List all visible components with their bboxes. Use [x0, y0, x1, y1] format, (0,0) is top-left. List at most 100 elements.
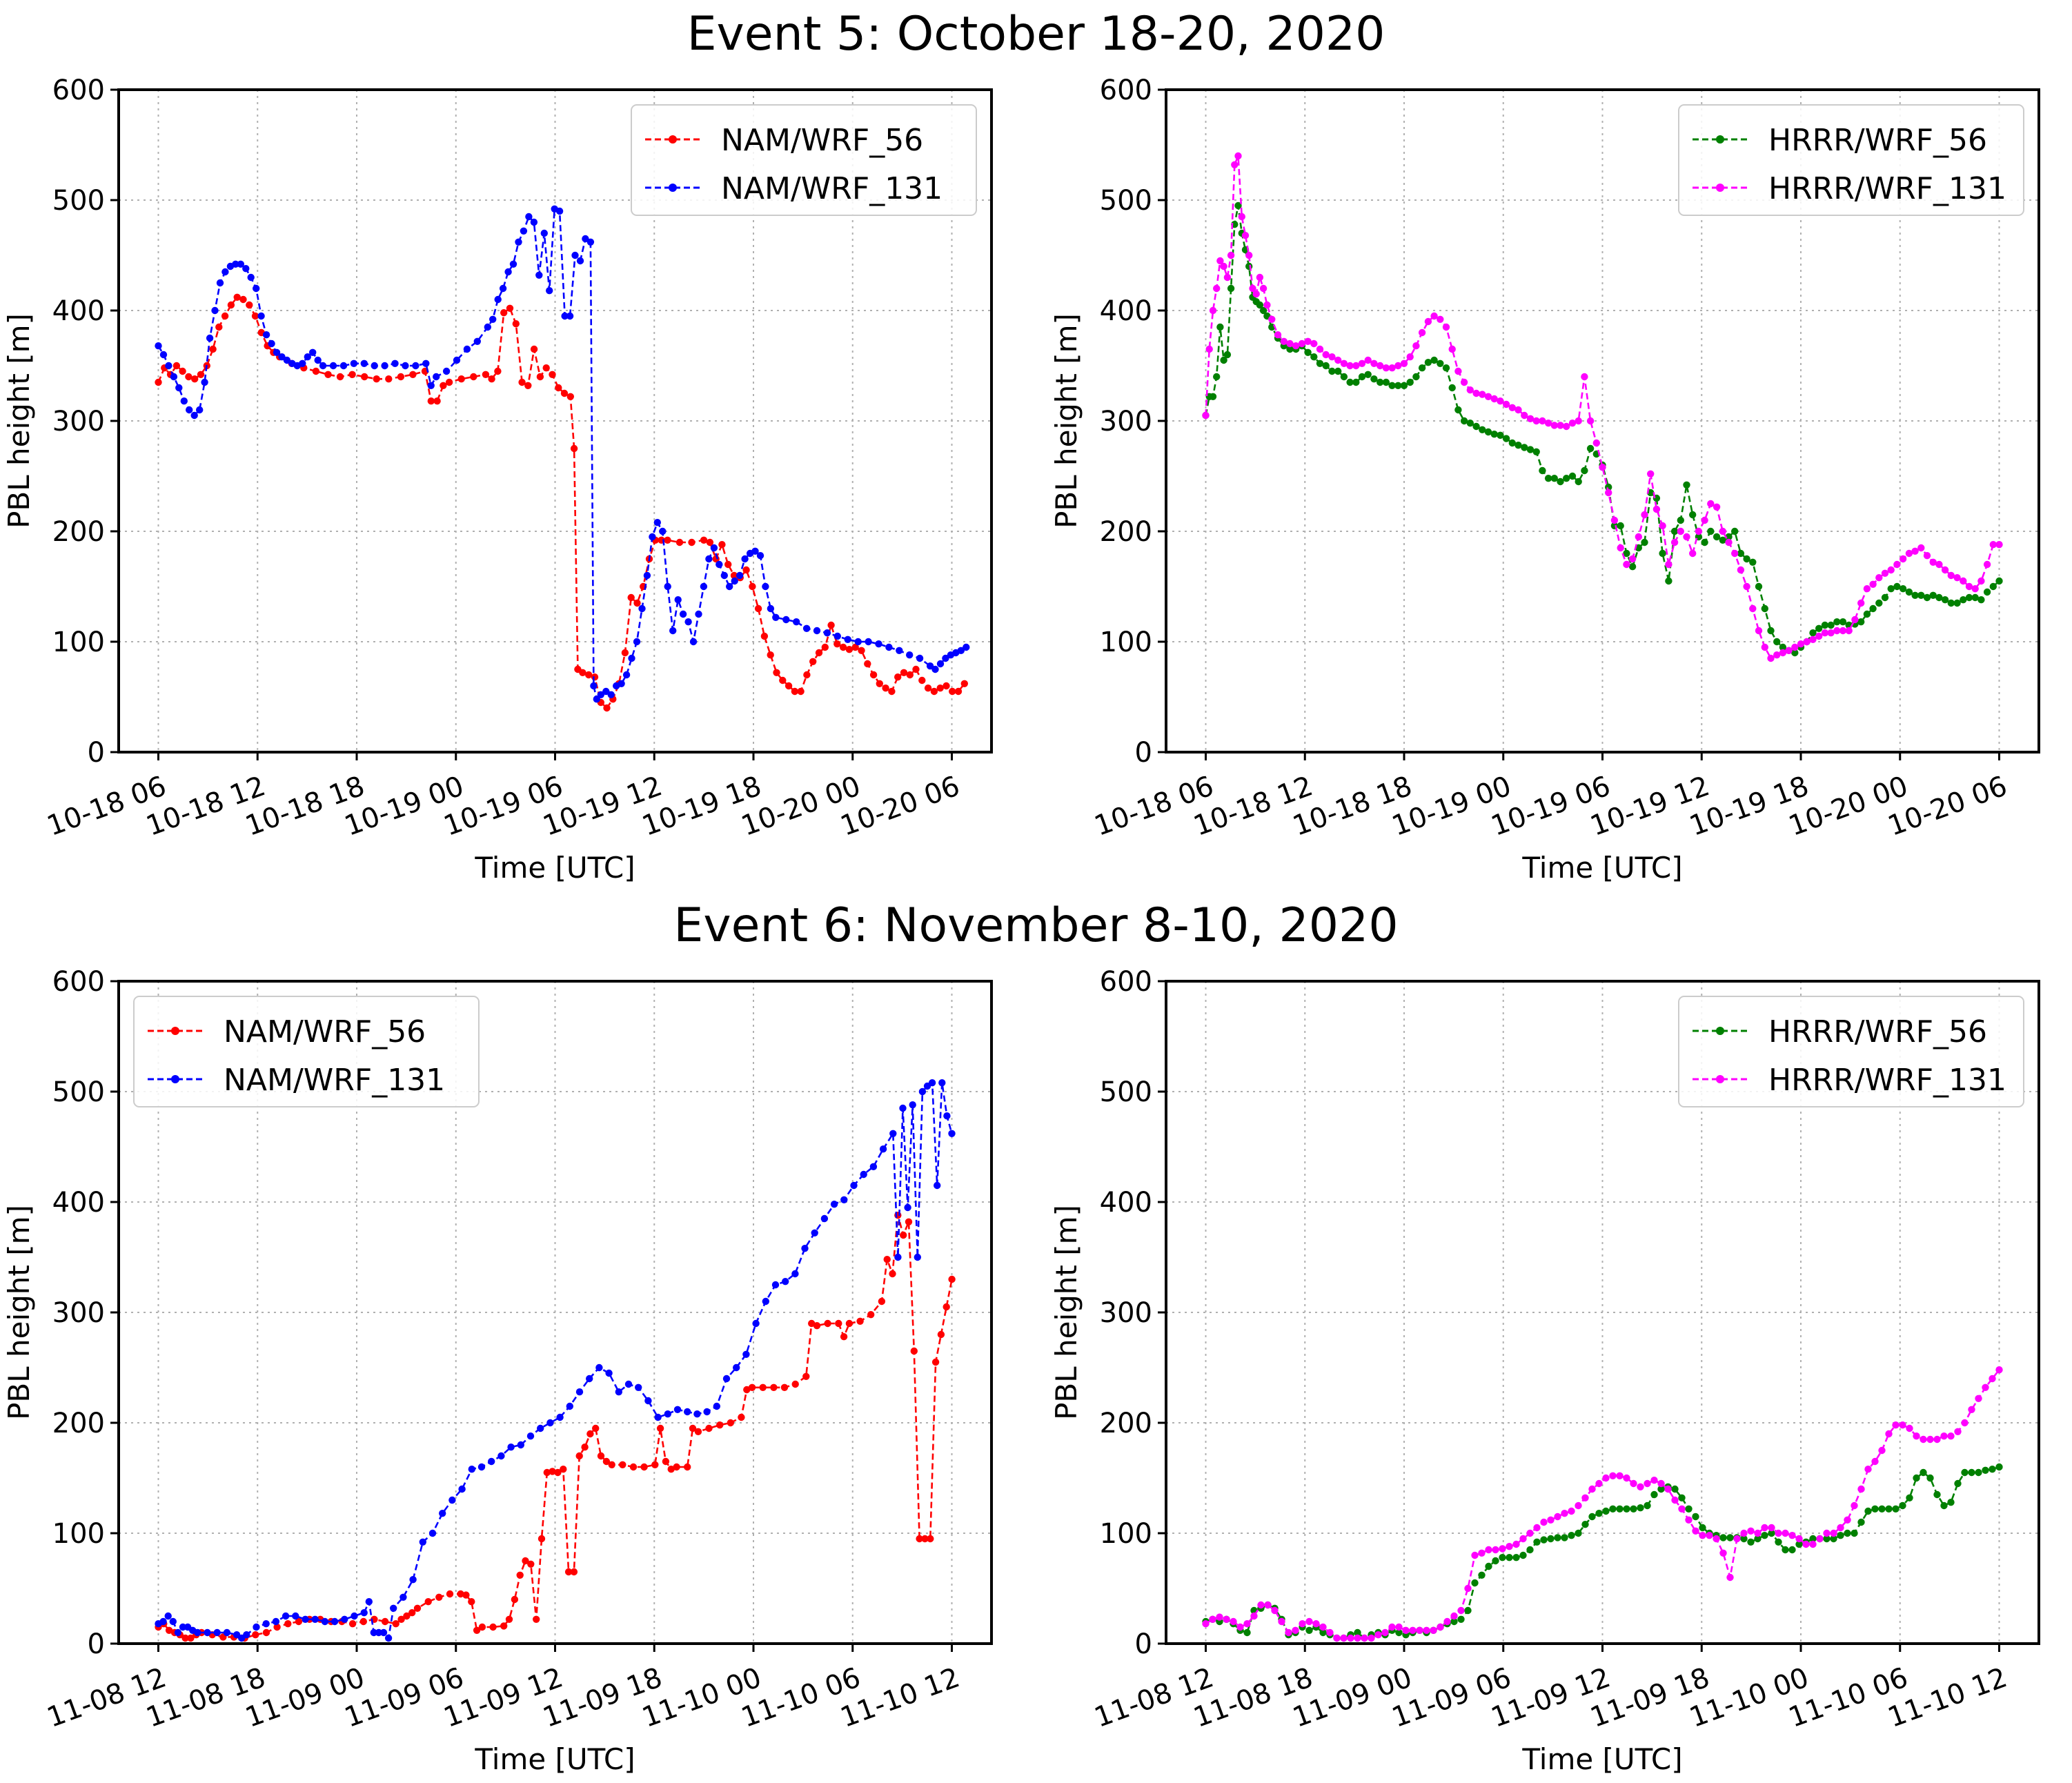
- data-point: [1899, 555, 1907, 563]
- data-point: [624, 1380, 633, 1388]
- y-tick-label: 200: [52, 516, 105, 548]
- series-hrrr-wrf-131: [1202, 1366, 2003, 1642]
- data-point: [427, 397, 435, 405]
- data-point: [403, 1612, 411, 1620]
- data-point: [468, 1598, 475, 1606]
- data-point: [561, 312, 569, 320]
- y-tick-label: 500: [1100, 1076, 1152, 1108]
- data-point: [1893, 582, 1901, 591]
- data-point: [664, 582, 671, 591]
- data-point: [1701, 516, 1708, 524]
- data-point: [718, 541, 726, 549]
- data-point: [1361, 1634, 1368, 1642]
- data-point: [605, 1369, 613, 1377]
- data-point: [1864, 1507, 1872, 1515]
- data-point: [1478, 1571, 1486, 1579]
- data-point: [1857, 1518, 1865, 1526]
- y-tick-label: 400: [52, 1187, 105, 1219]
- data-point: [1941, 566, 1949, 574]
- data-point: [1768, 1524, 1775, 1532]
- data-point: [1743, 555, 1750, 563]
- data-point: [590, 682, 598, 690]
- data-point: [470, 373, 477, 381]
- data-point: [1821, 621, 1829, 629]
- data-point: [1616, 1472, 1624, 1479]
- data-point: [1740, 1529, 1748, 1537]
- data-point: [381, 1617, 389, 1626]
- data-point: [785, 682, 793, 690]
- data-point: [591, 673, 599, 681]
- data-point: [910, 1347, 918, 1355]
- data-point: [1920, 1468, 1927, 1477]
- data-point: [1788, 1546, 1796, 1554]
- data-point: [1975, 1468, 1982, 1477]
- data-point: [526, 1432, 535, 1440]
- data-point: [1227, 284, 1235, 293]
- data-point: [566, 393, 574, 400]
- data-point: [867, 1311, 875, 1319]
- data-point: [942, 654, 949, 662]
- data-point: [854, 638, 862, 646]
- data-point: [689, 1424, 697, 1432]
- data-point: [1442, 364, 1450, 372]
- data-point: [1539, 466, 1546, 475]
- data-point: [1354, 1628, 1361, 1637]
- data-point: [1394, 362, 1402, 370]
- legend-box: [631, 104, 977, 216]
- data-point: [931, 665, 939, 673]
- data-point: [575, 1388, 584, 1396]
- data-point: [1241, 232, 1250, 239]
- data-point: [1243, 1620, 1251, 1628]
- data-point: [433, 397, 441, 405]
- data-point: [1400, 382, 1408, 389]
- data-point: [1678, 1494, 1686, 1501]
- data-point: [1913, 1474, 1920, 1482]
- data-point: [1512, 1540, 1520, 1548]
- data-point: [1352, 378, 1360, 386]
- data-point: [1334, 356, 1342, 364]
- data-point: [1767, 627, 1775, 635]
- series-line: [157, 207, 967, 701]
- data-point: [1839, 627, 1847, 635]
- data-point: [773, 669, 780, 676]
- data-point: [927, 1535, 934, 1543]
- data-point: [535, 271, 543, 279]
- data-point: [906, 671, 914, 679]
- data-point: [1328, 353, 1336, 361]
- data-point: [772, 613, 780, 621]
- data-point: [482, 371, 490, 378]
- data-point: [586, 1430, 594, 1438]
- data-point: [488, 1457, 495, 1466]
- data-point: [284, 1620, 292, 1628]
- data-point: [1550, 422, 1558, 429]
- legend-box: [1678, 996, 2024, 1107]
- data-point: [706, 538, 714, 546]
- data-point: [1526, 1529, 1534, 1537]
- data-point: [348, 371, 356, 378]
- data-point: [517, 1441, 524, 1449]
- data-point: [1731, 527, 1739, 535]
- y-tick-label: 200: [52, 1408, 105, 1439]
- data-point: [215, 323, 223, 331]
- legend: NAM/WRF_56 NAM/WRF_131: [631, 104, 977, 216]
- legend-label: HRRR/WRF_131: [1768, 1063, 2006, 1098]
- data-point: [339, 362, 348, 370]
- data-point: [336, 373, 344, 381]
- data-point: [851, 643, 859, 651]
- data-point: [1839, 618, 1847, 626]
- data-point: [1719, 536, 1726, 544]
- data-point: [1561, 1534, 1568, 1541]
- data-point: [1238, 213, 1246, 221]
- data-point: [1726, 1534, 1734, 1541]
- data-point: [330, 1617, 339, 1626]
- y-tick-label: 0: [88, 1628, 105, 1660]
- data-point: [1857, 1485, 1865, 1493]
- data-point: [1424, 359, 1432, 366]
- data-point: [1913, 1432, 1920, 1440]
- data-point: [509, 260, 517, 268]
- data-point: [1334, 367, 1342, 375]
- data-point: [1328, 367, 1336, 375]
- data-point: [833, 640, 841, 648]
- data-point: [232, 260, 239, 268]
